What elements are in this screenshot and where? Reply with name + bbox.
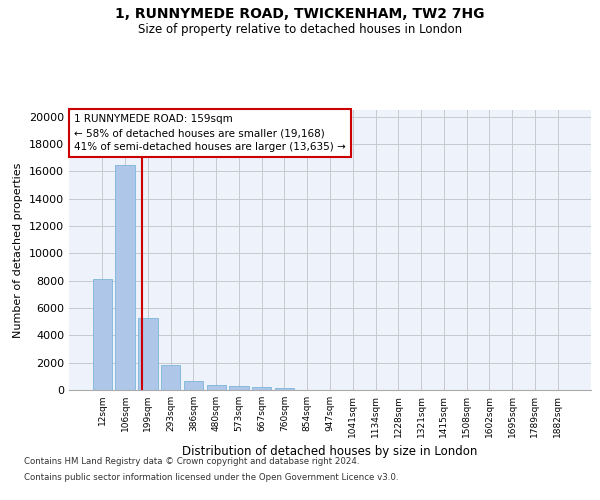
X-axis label: Distribution of detached houses by size in London: Distribution of detached houses by size … (182, 446, 478, 458)
Bar (275, 388, 294, 390)
Bar (229, 386, 248, 390)
Text: 1, RUNNYMEDE ROAD, TWICKENHAM, TW2 7HG: 1, RUNNYMEDE ROAD, TWICKENHAM, TW2 7HG (115, 8, 485, 22)
Text: 1 RUNNYMEDE ROAD: 159sqm
← 58% of detached houses are smaller (19,168)
41% of se: 1 RUNNYMEDE ROAD: 159sqm ← 58% of detach… (74, 114, 346, 152)
Bar (184, 381, 203, 390)
Bar (252, 388, 271, 390)
Bar (138, 318, 158, 390)
Bar (115, 164, 135, 390)
Bar (161, 366, 181, 390)
Y-axis label: Number of detached properties: Number of detached properties (13, 162, 23, 338)
Text: Contains public sector information licensed under the Open Government Licence v3: Contains public sector information licen… (24, 472, 398, 482)
Bar (206, 385, 226, 390)
Text: Size of property relative to detached houses in London: Size of property relative to detached ho… (138, 22, 462, 36)
Bar (93, 280, 112, 390)
Text: Contains HM Land Registry data © Crown copyright and database right 2024.: Contains HM Land Registry data © Crown c… (24, 458, 359, 466)
